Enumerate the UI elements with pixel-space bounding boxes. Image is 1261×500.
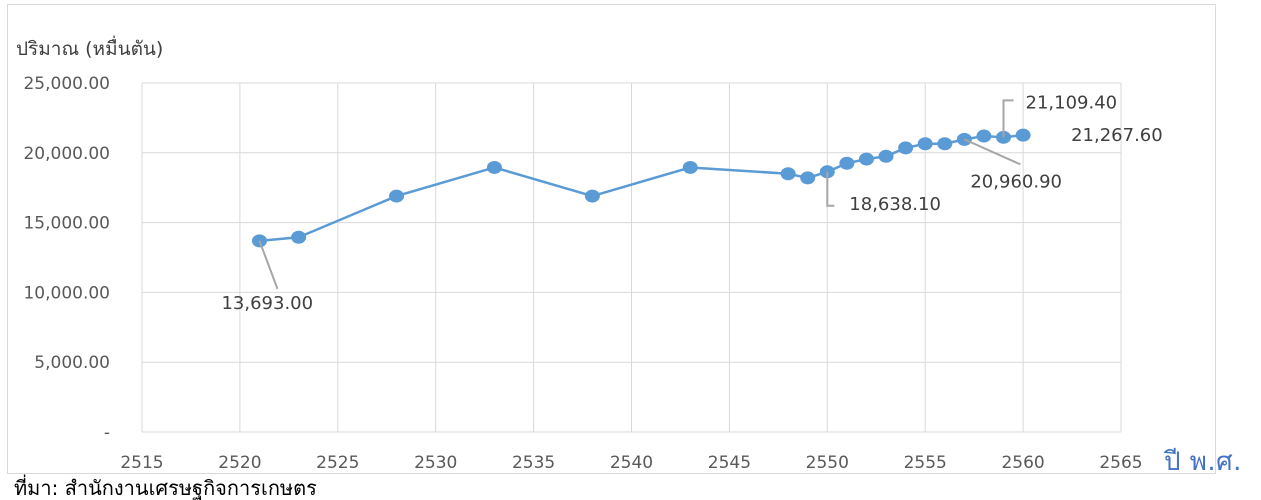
y-axis-title: ปริมาณ (หมื่นตัน): [16, 35, 163, 60]
data-point: [584, 189, 600, 203]
data-point: [858, 152, 874, 166]
data-point: [780, 167, 796, 181]
callout-leader-line: [826, 171, 835, 207]
y-tick-label: 10,000.00: [23, 283, 110, 303]
x-tick-label: 2545: [708, 453, 751, 473]
y-tick-label: 20,000.00: [23, 144, 110, 164]
y-tick-label: -: [104, 423, 110, 443]
source-caption: ที่มา: สำนักงานเศรษฐกิจการเกษตร: [14, 476, 317, 500]
data-point: [291, 230, 307, 244]
x-tick-label: 2525: [316, 453, 359, 473]
x-tick-label: 2555: [904, 453, 947, 473]
chart-frame: [7, 4, 1216, 474]
data-label: 20,960.90: [970, 171, 1062, 192]
data-label: 13,693.00: [221, 293, 313, 314]
data-point: [1015, 128, 1031, 142]
data-point: [976, 129, 992, 143]
y-tick-label: 25,000.00: [23, 74, 110, 94]
y-tick-label: 15,000.00: [23, 214, 110, 234]
data-point: [878, 149, 894, 163]
x-tick-label: 2560: [1001, 453, 1044, 473]
callout-leader-line: [963, 138, 1021, 166]
data-label: 21,109.40: [1026, 92, 1118, 113]
x-tick-label: 2565: [1099, 453, 1142, 473]
data-label: 21,267.60: [1071, 125, 1163, 146]
x-tick-label: 2530: [414, 453, 457, 473]
x-tick-label: 2515: [120, 453, 163, 473]
data-point: [389, 189, 405, 203]
data-point: [839, 156, 855, 170]
data-point: [486, 160, 502, 174]
x-axis-title: ปี พ.ศ.: [1164, 447, 1242, 477]
data-point: [682, 160, 698, 174]
callout-leader-line: [1002, 99, 1014, 138]
x-tick-label: 2550: [806, 453, 849, 473]
data-point: [800, 171, 816, 185]
x-tick-label: 2520: [218, 453, 261, 473]
x-tick-label: 2540: [610, 453, 653, 473]
callout-leader-line: [258, 240, 279, 290]
data-point: [937, 137, 953, 151]
data-label: 18,638.10: [849, 194, 941, 215]
x-tick-label: 2535: [512, 453, 555, 473]
y-tick-label: 5,000.00: [34, 353, 110, 373]
data-point: [898, 141, 914, 155]
data-point: [917, 137, 933, 151]
